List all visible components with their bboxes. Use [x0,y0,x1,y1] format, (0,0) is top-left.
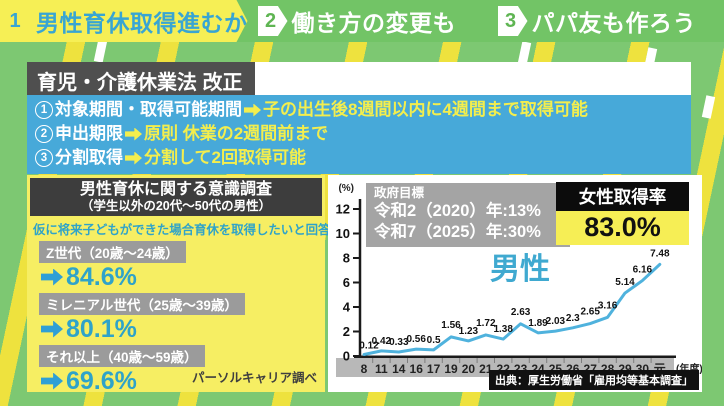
chart-panel: 811141617192021222324252627282930元(年度)02… [328,175,702,392]
right-arrow-icon [41,320,63,338]
tab-number-badge: 3 [497,6,528,36]
svg-text:14: 14 [392,362,406,376]
law-item-label: 申出期限 [55,124,123,143]
law-revision-box: 育児・介護休業法 改正 1 対象期間・取得可能期間 子の出生後8週間以内に4週間… [27,62,691,174]
svg-text:男性: 男性 [490,253,550,286]
survey-panel: 男性育休に関する意識調査 （学生以外の20代〜50代の男性） 仮に将来子どもがで… [27,175,331,394]
government-target-title: 政府目標 [374,186,425,200]
svg-text:0.56: 0.56 [406,334,426,345]
survey-group-millennial: ミレニアル世代（25歳〜39歳） 80.1% [39,290,325,342]
law-item-label: 対象期間・取得可能期間 [55,100,242,119]
government-target-line: 令和7（2025）年:30% [374,223,541,241]
svg-text:12: 12 [336,202,350,217]
svg-text:0: 0 [343,349,350,364]
svg-text:4: 4 [343,300,351,315]
survey-percentage: 84.6% [66,263,137,291]
right-arrow-icon [125,127,142,141]
svg-text:10: 10 [336,226,350,241]
svg-text:0.5: 0.5 [427,335,441,346]
svg-text:2.3: 2.3 [566,313,580,324]
svg-text:2: 2 [343,324,350,339]
svg-text:20: 20 [462,362,476,376]
law-item: 1 対象期間・取得可能期間 子の出生後8週間以内に4週間まで取得可能 [35,98,681,122]
svg-text:6.16: 6.16 [633,265,653,276]
svg-text:1.23: 1.23 [459,326,479,337]
svg-text:0.42: 0.42 [372,336,392,347]
circled-number-icon: 3 [35,149,53,167]
svg-text:11: 11 [375,362,388,376]
survey-percentage: 80.1% [66,315,137,343]
svg-text:2.65: 2.65 [580,307,600,318]
tab-workstyle-change: 2 働き方の変更も [248,0,488,42]
svg-text:19: 19 [444,362,458,376]
female-rate-value: 83.0% [556,211,689,245]
svg-text:8: 8 [361,362,368,376]
survey-percentage: 69.6% [66,367,137,395]
tab-number-badge: 2 [257,6,288,36]
tab-label: 男性育休取得進むか [36,10,248,36]
svg-text:3.16: 3.16 [598,300,618,311]
survey-source: パーソルキャリア調べ [191,371,317,385]
chart-source: 出典：厚生労働省「雇用均等基本調査」 [489,370,699,390]
male-uptake-chart-svg: 811141617192021222324252627282930元(年度)02… [336,183,702,377]
survey-group-value: 69.6% [39,368,325,394]
svg-text:1.38: 1.38 [493,324,513,335]
svg-text:8: 8 [343,251,350,266]
law-item: 2 申出期限 原則 休業の2週間前まで [35,122,681,146]
law-item: 3 分割取得 分割して2回取得可能 [35,146,681,170]
svg-text:(%): (%) [338,183,354,194]
right-arrow-icon [125,151,142,165]
tab-papa-friends: 3 パパ友も作ろう [488,0,724,42]
svg-text:5.14: 5.14 [615,277,635,288]
svg-text:0.33: 0.33 [389,337,409,348]
survey-title: 男性育休に関する意識調査 [79,181,272,198]
survey-header: 男性育休に関する意識調査 （学生以外の20代〜50代の男性） [30,178,322,216]
law-body: 1 対象期間・取得可能期間 子の出生後8週間以内に4週間まで取得可能 2 申出期… [27,95,691,174]
tab-label: パパ友も作ろう [531,10,696,36]
svg-text:1.89: 1.89 [528,318,548,329]
right-arrow-icon [41,372,63,390]
background-stripe-dash [701,95,716,119]
survey-subtitle: （学生以外の20代〜50代の男性） [80,199,272,213]
circled-number-icon: 1 [35,101,53,119]
svg-text:6: 6 [343,275,350,290]
survey-question: 仮に将来子どもができた場合育休を取得したいと回答 [33,223,331,237]
survey-group-older: それ以上（40歳〜59歳） 69.6% [39,342,325,394]
survey-group-label: Z世代（20歳〜24歳） [39,241,186,263]
law-item-label: 分割取得 [55,148,123,167]
government-target-box: 政府目標 令和2（2020）年:13% 令和7（2025）年:30% [366,183,570,247]
law-item-value: 原則 休業の2週間前まで [144,124,329,143]
law-item-value: 分割して2回取得可能 [144,148,306,167]
survey-group-value: 80.1% [39,316,325,342]
svg-text:2.63: 2.63 [511,307,531,318]
right-arrow-icon [41,268,63,286]
law-item-value: 子の出生後8週間以内に4週間まで取得可能 [263,100,588,119]
female-rate-box: 女性取得率 83.0% [556,182,689,245]
law-title-row: 育児・介護休業法 改正 [27,62,691,95]
survey-group-genz: Z世代（20歳〜24歳） 84.6% [39,238,325,290]
top-tab-bar: 1 男性育休取得進むか 2 働き方の変更も 3 パパ友も作ろう [0,0,724,42]
svg-text:1.72: 1.72 [476,318,496,329]
right-arrow-icon [244,103,261,117]
svg-text:2.03: 2.03 [546,316,566,327]
tab-male-leave-progress: 1 男性育休取得進むか [0,0,248,42]
svg-text:1.56: 1.56 [441,320,461,331]
government-target-line: 令和2（2020）年:13% [374,202,541,220]
svg-text:7.48: 7.48 [650,248,670,259]
survey-group-label: ミレニアル世代（25歳〜39歳） [39,293,245,315]
svg-text:17: 17 [427,362,441,376]
svg-text:0.12: 0.12 [359,341,379,352]
law-title: 育児・介護休業法 改正 [27,62,255,95]
survey-group-label: それ以上（40歳〜59歳） [39,345,205,367]
background-stripe-dash [93,39,108,63]
svg-text:16: 16 [410,362,424,376]
tab-number-badge: 1 [9,9,21,32]
tab-label: 働き方の変更も [291,10,456,36]
female-rate-title: 女性取得率 [556,182,689,211]
survey-group-value: 84.6% [39,264,325,290]
circled-number-icon: 2 [35,125,53,143]
